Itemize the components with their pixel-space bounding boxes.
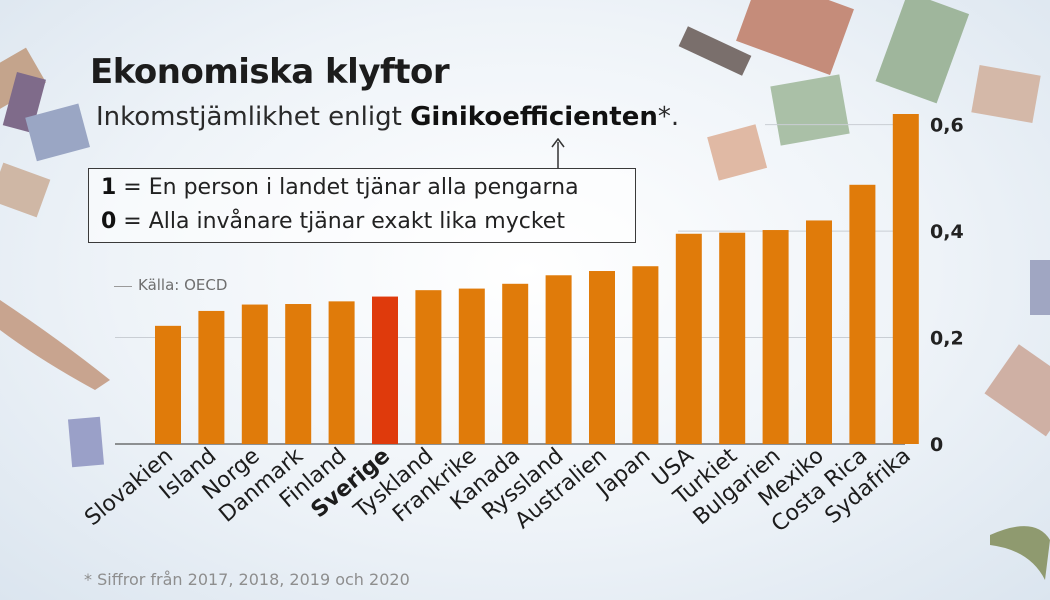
subtitle-prefix: Inkomstjämlikhet enligt: [96, 102, 411, 132]
arrow-up-icon: [551, 138, 565, 168]
bar: [892, 114, 919, 444]
source-label: Källa: OECD: [138, 276, 228, 294]
bar: [632, 266, 659, 444]
bar: [328, 301, 355, 444]
footnote: * Siffror från 2017, 2018, 2019 och 2020: [84, 570, 410, 589]
bar: [155, 325, 181, 444]
legend-text-zero: = Alla invånare tjänar exakt lika mycket: [116, 209, 565, 234]
bar: [762, 230, 789, 444]
bar: [545, 275, 572, 444]
gini-legend-box: 1 = En person i landet tjänar alla penga…: [88, 168, 636, 243]
chart-title: Ekonomiska klyftor: [90, 52, 450, 92]
bar: [502, 283, 529, 444]
bar: [849, 184, 876, 444]
legend-key-one: 1: [101, 175, 117, 200]
legend-text-one: = En person i landet tjänar alla pengarn…: [116, 175, 579, 200]
bar: [285, 304, 312, 444]
bar: [241, 304, 268, 444]
legend-key-zero: 0: [101, 209, 117, 234]
subtitle-emphasis: Ginikoefficienten: [410, 102, 658, 132]
bar: [675, 233, 702, 444]
y-tick-label: 0: [930, 434, 943, 456]
legend-row-one: 1 = En person i landet tjänar alla penga…: [101, 175, 579, 200]
bar: [719, 232, 746, 444]
bar: [415, 290, 442, 444]
bar: [806, 220, 832, 444]
y-tick-label: 0,2: [930, 328, 964, 350]
y-tick-label: 0,6: [930, 115, 964, 137]
y-tick-label: 0,4: [930, 221, 964, 243]
bar: [589, 271, 615, 444]
bar: [198, 310, 225, 444]
chart-subtitle: Inkomstjämlikhet enligt Ginikoefficiente…: [96, 102, 679, 132]
source-line: [114, 286, 132, 287]
legend-row-zero: 0 = Alla invånare tjänar exakt lika myck…: [101, 209, 565, 234]
bar: [372, 296, 398, 444]
bar: [458, 288, 485, 444]
subtitle-suffix: *.: [657, 102, 680, 132]
